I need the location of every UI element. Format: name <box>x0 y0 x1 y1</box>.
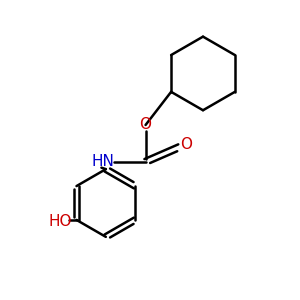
Text: HN: HN <box>92 154 114 169</box>
Text: HO: HO <box>49 214 72 229</box>
Text: O: O <box>180 137 192 152</box>
Text: O: O <box>140 118 152 133</box>
